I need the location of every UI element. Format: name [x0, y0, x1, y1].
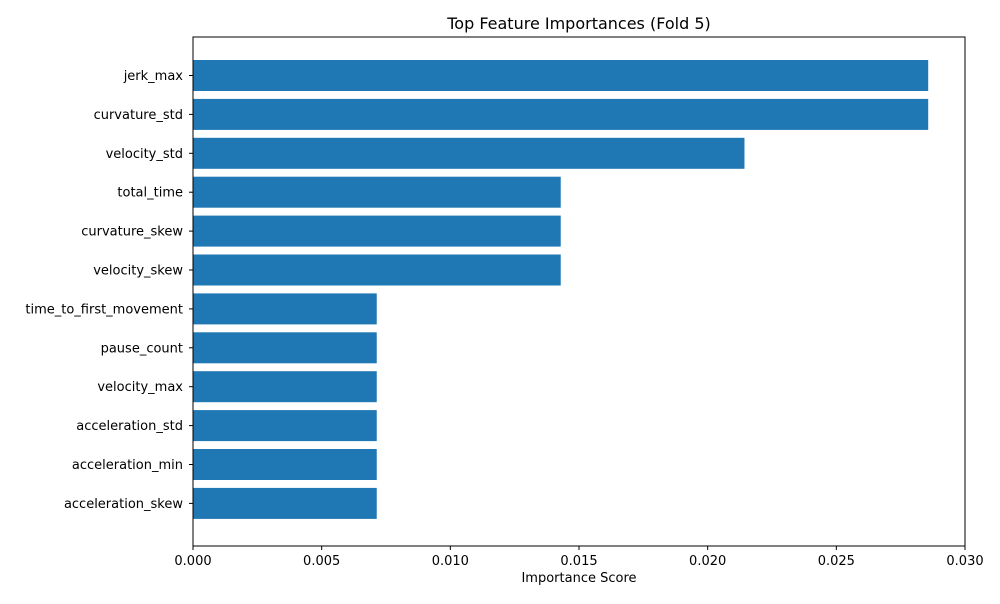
y-tick-label: velocity_std: [106, 147, 183, 162]
y-tick-label: velocity_skew: [93, 264, 183, 279]
bar-velocity-max: [193, 371, 377, 403]
y-tick-label: total_time: [117, 186, 183, 201]
y-tick-label: acceleration_min: [72, 458, 183, 473]
y-tick-label: acceleration_std: [76, 419, 183, 434]
y-tick-label: jerk_max: [123, 69, 184, 84]
bar-total-time: [193, 176, 561, 208]
chart-title: Top Feature Importances (Fold 5): [446, 14, 711, 33]
x-tick-label: 0.025: [818, 554, 855, 569]
bar-curvature-std: [193, 98, 929, 130]
bar-jerk-max: [193, 60, 929, 91]
x-tick-label: 0.010: [432, 554, 469, 569]
x-tick-label: 0.020: [689, 554, 726, 569]
bar-velocity-skew: [193, 254, 561, 286]
bar-curvature-skew: [193, 215, 561, 247]
bar-acceleration-std: [193, 410, 377, 442]
y-tick-label: curvature_std: [94, 108, 183, 123]
bar-acceleration-skew: [193, 487, 377, 519]
y-tick-label: pause_count: [101, 341, 183, 356]
x-tick-label: 0.015: [560, 554, 597, 569]
x-axis-ticks: 0.000 0.005 0.010 0.015 0.020 0.025 0.030: [174, 546, 984, 569]
bar-velocity-std: [193, 137, 745, 169]
x-axis-label: Importance Score: [521, 571, 636, 586]
plot-frame: [192, 36, 966, 547]
x-tick-label: 0.030: [946, 554, 983, 569]
y-tick-label: curvature_skew: [81, 225, 183, 240]
y-tick-label: time_to_first_movement: [25, 302, 183, 317]
y-tick-label: acceleration_skew: [64, 497, 183, 512]
bar-time-to-first-movement: [193, 293, 377, 325]
bar-acceleration-min: [193, 449, 377, 480]
y-tick-label: velocity_max: [97, 380, 183, 395]
bar-pause-count: [193, 332, 377, 364]
bars-group: [193, 60, 929, 519]
x-tick-label: 0.005: [303, 554, 340, 569]
y-axis-ticks: jerk_max curvature_std velocity_std total_t…: [25, 69, 193, 512]
x-tick-label: 0.000: [174, 554, 211, 569]
